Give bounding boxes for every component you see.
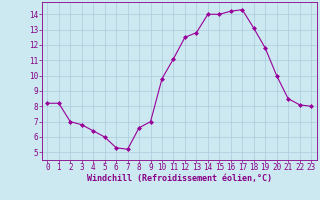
X-axis label: Windchill (Refroidissement éolien,°C): Windchill (Refroidissement éolien,°C) <box>87 174 272 183</box>
